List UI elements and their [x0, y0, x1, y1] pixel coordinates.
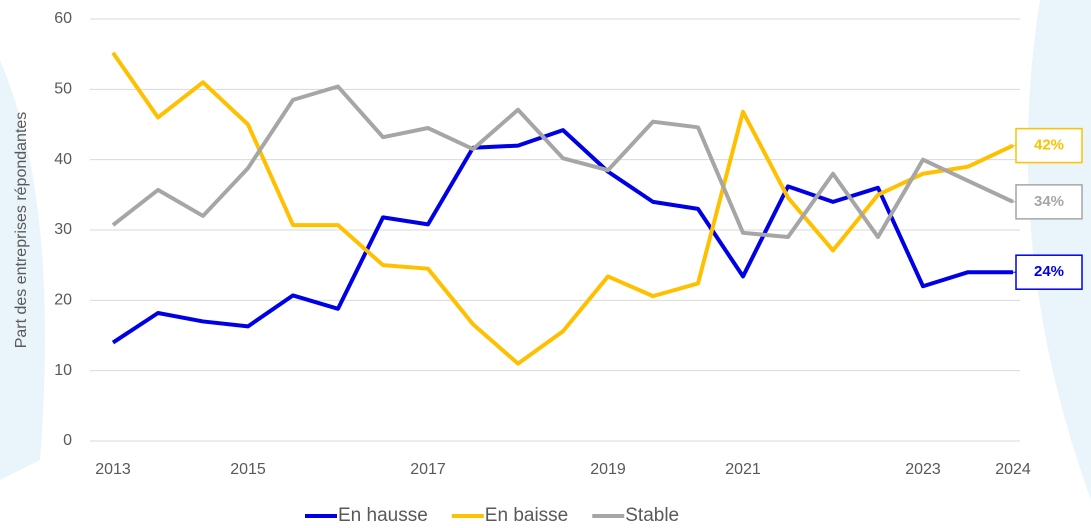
line — [111, 128, 1013, 345]
y-tick-label: 50 — [54, 81, 72, 98]
x-tick-label: 2021 — [725, 461, 761, 478]
line — [111, 51, 1014, 366]
x-tick-label: 2015 — [230, 461, 266, 478]
y-axis-label: Part des entreprises répondantes — [13, 112, 30, 349]
line — [111, 84, 1014, 240]
y-tick-label: 10 — [54, 362, 72, 379]
y-tick-label: 20 — [54, 292, 72, 309]
label-box — [1015, 254, 1083, 290]
x-tick-label: 2013 — [95, 461, 131, 478]
y-tick-label: 40 — [54, 151, 72, 168]
label-box — [1015, 127, 1083, 164]
data-label: 24% — [1034, 263, 1064, 280]
y-tick-label: 60 — [54, 10, 72, 27]
x-tick-label: 2023 — [905, 461, 941, 478]
data-label: 34% — [1034, 193, 1064, 210]
legend-label: En baisse — [485, 505, 568, 526]
x-tick-label: 2019 — [590, 461, 626, 478]
y-tick-label: 0 — [63, 432, 72, 449]
data-label: 42% — [1034, 137, 1064, 154]
label-box — [1015, 184, 1083, 220]
legend-label: En hausse — [338, 505, 428, 526]
x-tick-label: 2017 — [410, 461, 446, 478]
legend-label: Stable — [625, 505, 679, 526]
decoration — [0, 60, 45, 480]
x-tick-label: 2024 — [995, 461, 1031, 478]
decoration — [1027, 0, 1091, 500]
y-tick-label: 30 — [54, 221, 72, 238]
